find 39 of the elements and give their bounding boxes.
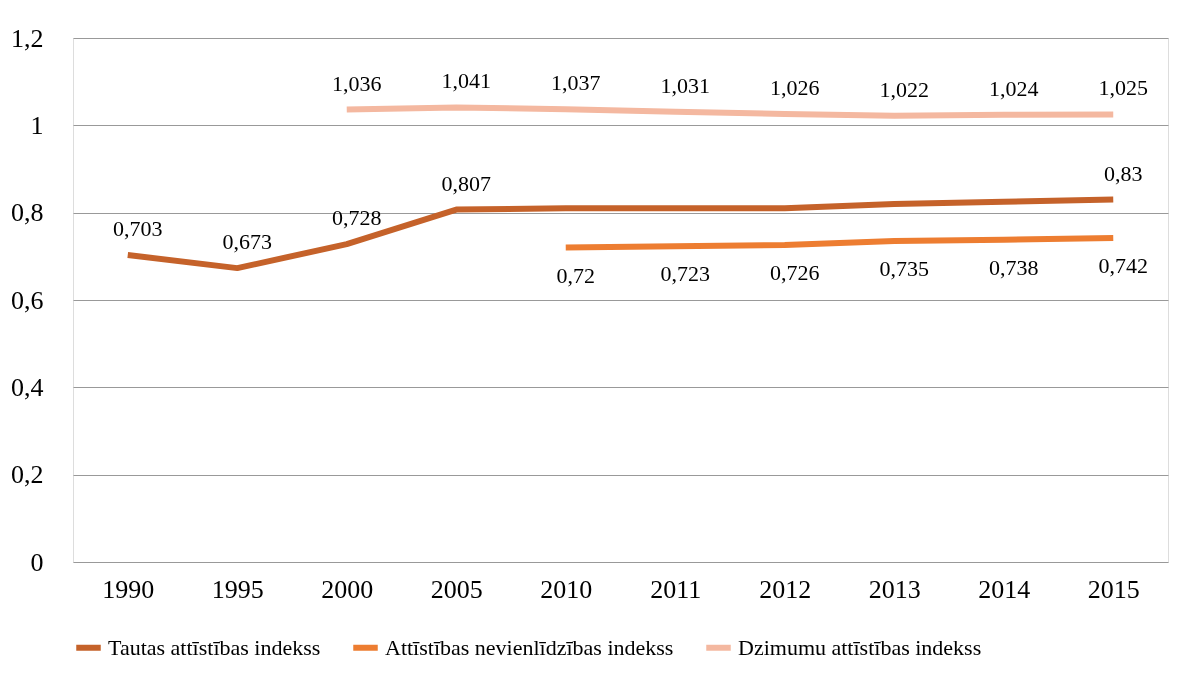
x-tick-label: 2000 [321,574,374,604]
data-label: 0,72 [556,262,595,288]
x-tick-label: 2014 [978,574,1031,604]
y-tick-label: 0,8 [11,198,44,228]
data-label: 1,022 [879,76,929,102]
data-label: 1,026 [770,74,820,100]
data-label: 0,742 [1098,252,1148,278]
data-label: 0,83 [1104,160,1143,186]
y-tick-label: 0,6 [11,285,44,315]
data-label: 0,735 [879,256,929,282]
data-label: 0,723 [660,261,710,287]
data-label: 1,037 [551,70,601,96]
x-tick-label: 2012 [759,574,812,604]
x-tick-label: 2013 [868,574,921,604]
y-tick-label: 0 [30,547,44,577]
data-label: 1,041 [441,68,491,94]
x-tick-label: 1995 [211,574,264,604]
y-tick-label: 1,2 [11,23,44,53]
data-label: 0,807 [441,170,491,196]
y-tick-label: 1 [30,110,44,140]
data-label: 0,726 [770,259,820,285]
legend-label: Attīstības nevienlīdzības indekss [385,634,674,660]
y-tick-label: 0,2 [11,460,44,490]
x-tick-label: 2010 [540,574,593,604]
legend-label: Tautas attīstības indekss [108,634,321,660]
data-label: 1,024 [989,75,1039,101]
y-tick-label: 0,4 [11,372,44,402]
data-label: 0,673 [222,229,272,255]
data-label: 0,728 [332,205,382,231]
x-tick-label: 1990 [102,574,155,604]
legend-label: Dzimumu attīstības indekss [738,634,982,660]
data-label: 1,025 [1098,75,1148,101]
x-tick-label: 2011 [650,574,702,604]
x-tick-label: 2005 [430,574,483,604]
data-label: 1,036 [332,70,382,96]
data-label: 1,031 [660,72,710,98]
data-label: 0,738 [989,254,1039,280]
data-label: 0,703 [113,216,163,242]
x-tick-label: 2015 [1087,574,1140,604]
